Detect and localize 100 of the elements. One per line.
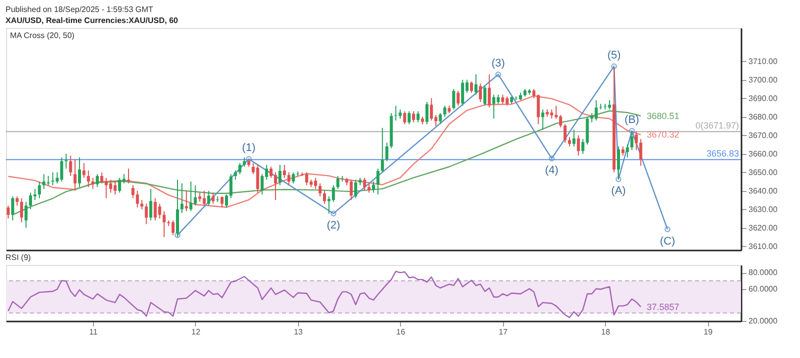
point — [628, 128, 635, 134]
x-tick-label: 11 — [89, 328, 98, 336]
candlestick — [639, 138, 642, 166]
candlestick — [127, 168, 130, 184]
candlestick — [372, 181, 375, 194]
y-tick-label: 3650.00 — [748, 168, 778, 177]
candlestick — [576, 134, 580, 156]
candlestick — [398, 108, 402, 120]
candlestick — [82, 162, 86, 178]
candlestick — [368, 182, 371, 194]
candlestick — [541, 108, 544, 130]
candlestick — [194, 184, 197, 206]
y-tick-label: 3680.00 — [748, 112, 778, 122]
candlestick — [69, 155, 72, 176]
candlestick — [144, 203, 148, 225]
candlestick — [11, 196, 14, 221]
annotation: (C) — [660, 235, 676, 248]
candlestick — [46, 176, 50, 186]
candlestick — [403, 110, 406, 125]
candlestick — [318, 182, 322, 197]
y-tick-label: 3690.00 — [748, 94, 778, 103]
candlestick — [340, 176, 344, 182]
annotation: (3) — [492, 57, 505, 70]
candlestick — [184, 190, 188, 212]
candlestick — [478, 83, 482, 102]
candlestick — [323, 190, 326, 204]
ref-line-label: 0(3671.97) — [695, 120, 739, 131]
candlestick — [363, 177, 366, 192]
candlestick — [412, 110, 416, 123]
candlestick — [136, 190, 139, 208]
candlestick — [496, 94, 500, 104]
chart-subtitle: XAU/USD, Real-time Currencies:XAU/USD, 60 — [6, 16, 179, 25]
candlestick — [104, 177, 108, 199]
candlestick — [456, 90, 460, 106]
annotation: (1) — [242, 142, 256, 154]
candlestick — [626, 144, 629, 158]
x-tick-label: 13 — [294, 328, 304, 336]
candlestick — [332, 184, 335, 202]
chart-title: RSI (9) — [6, 253, 32, 262]
candlestick — [292, 172, 295, 184]
candlestick — [483, 84, 486, 106]
candlestick — [51, 172, 54, 186]
annotation: MA Cross (20, 50) — [10, 31, 75, 40]
candlestick — [336, 176, 340, 190]
y-tick-label: 3630.00 — [748, 204, 778, 214]
annotation: (2) — [326, 220, 340, 232]
candlestick — [20, 198, 24, 223]
candlestick — [234, 170, 237, 180]
candlestick — [278, 164, 282, 186]
candlestick — [91, 177, 94, 190]
annotation: (A) — [611, 185, 626, 198]
candlestick — [154, 198, 157, 221]
candlestick — [443, 105, 446, 118]
candlestick — [162, 210, 166, 238]
candlestick — [207, 190, 210, 206]
y-tick-label: 3620.00 — [748, 223, 778, 232]
candlestick — [74, 158, 77, 192]
y-tick-label: 3610.00 — [748, 242, 778, 251]
candlestick — [536, 94, 540, 125]
y-tick-label: 20.0000 — [748, 316, 778, 326]
point — [616, 176, 622, 182]
line-series — [12, 110, 642, 216]
y-tick-label: 3710.00 — [748, 56, 778, 66]
candlestick — [408, 110, 411, 125]
y-tick-label: 3660.00 — [748, 149, 778, 158]
candlestick — [416, 110, 420, 123]
candlestick — [16, 196, 19, 206]
candlestick — [198, 192, 202, 202]
point — [495, 71, 502, 78]
candlestick — [86, 170, 90, 188]
ref-line-label: 3656.83 — [706, 148, 739, 159]
candlestick — [149, 188, 152, 221]
candlestick — [452, 88, 456, 110]
candlestick — [461, 79, 464, 106]
y-tick-label: 3700.00 — [748, 75, 778, 84]
x-tick-label: 19 — [704, 328, 714, 336]
y-tick-label: 3670.00 — [748, 130, 778, 140]
candlestick — [225, 194, 228, 208]
y-tick-label: 3640.00 — [748, 186, 778, 196]
y-tick-label: 80.0000 — [748, 268, 778, 278]
data-label: 3680.51 — [646, 110, 680, 121]
candlestick — [438, 112, 442, 125]
line-series — [8, 270, 642, 318]
candlestick — [140, 200, 144, 210]
x-tick-label: 18 — [601, 328, 611, 336]
candlestick — [501, 94, 504, 104]
annotation: (5) — [607, 49, 621, 62]
candlestick — [488, 74, 491, 108]
candlestick — [96, 174, 99, 188]
candlestick — [212, 192, 215, 204]
candlestick — [621, 146, 624, 156]
candlestick — [492, 94, 496, 120]
data-label: 37.5857 — [646, 302, 680, 312]
candlestick — [118, 177, 122, 194]
candlestick — [287, 172, 290, 186]
candlestick — [220, 196, 224, 208]
candlestick — [474, 74, 478, 96]
annotation: (B) — [624, 114, 640, 126]
candlestick — [572, 129, 576, 147]
point — [611, 63, 617, 70]
